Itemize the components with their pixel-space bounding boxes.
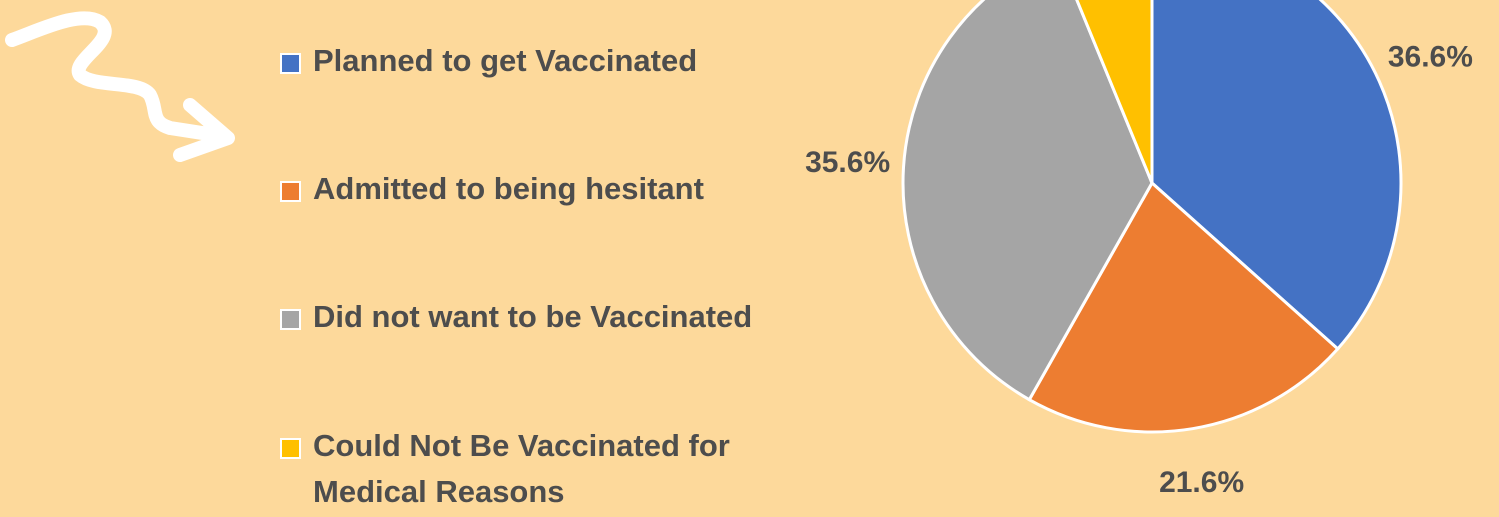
legend-item: Admitted to being hesitant xyxy=(280,171,833,212)
legend-label: Planned to get Vaccinated xyxy=(313,43,698,78)
data-label: 36.6% xyxy=(1388,40,1473,73)
legend-swatch xyxy=(280,309,301,330)
legend-item: Planned to get Vaccinated xyxy=(280,43,833,84)
legend-swatch xyxy=(280,438,301,459)
pie-slice xyxy=(1027,180,1340,434)
pie-slice xyxy=(1150,0,1403,351)
legend-item: Did not want to be Vaccinated xyxy=(280,299,833,340)
pie-slice xyxy=(1075,0,1154,184)
legend-label: Admitted to being hesitant xyxy=(313,171,704,206)
data-label: 21.6% xyxy=(1159,466,1244,499)
legend-label: Did not want to be Vaccinated xyxy=(313,299,753,334)
decorative-arrow xyxy=(5,11,235,162)
pie-slice xyxy=(901,0,1154,402)
legend-item: Could Not Be Vaccinated for Medical Reas… xyxy=(280,428,833,515)
legend-swatch xyxy=(280,181,301,202)
legend-swatch xyxy=(280,53,301,74)
legend-label: Could Not Be Vaccinated for Medical Reas… xyxy=(313,428,730,509)
data-label: 35.6% xyxy=(805,146,890,179)
